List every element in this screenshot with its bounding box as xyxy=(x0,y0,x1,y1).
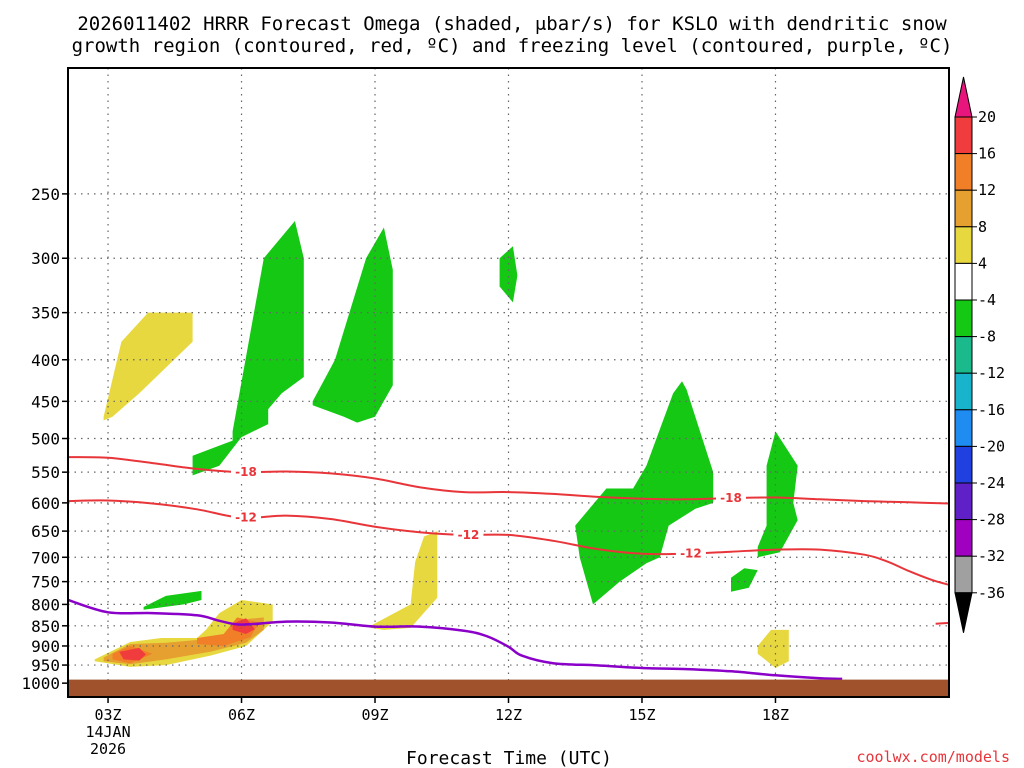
colorbar-band xyxy=(954,153,973,191)
x-tick-label: 18Z xyxy=(762,706,789,724)
y-tick-label: 550 xyxy=(31,463,60,482)
colorbar-label: 12 xyxy=(978,181,996,199)
ground-terrain xyxy=(68,679,949,697)
contour-label-bg xyxy=(453,527,484,542)
contour-label--18: -18 xyxy=(235,465,257,479)
contour-label-bg xyxy=(230,510,261,525)
omega-shaded-region-10 xyxy=(757,629,789,668)
colorbar-band xyxy=(954,226,973,264)
colorbar-label: -32 xyxy=(978,547,1005,565)
x-date-day: 14JAN xyxy=(85,723,130,741)
colorbar-band xyxy=(954,519,973,557)
x-tick-label: 06Z xyxy=(228,706,255,724)
contour-label--12: -12 xyxy=(458,528,480,542)
colorbar-label: -16 xyxy=(978,401,1005,419)
y-tick-label: 1000 xyxy=(21,674,60,693)
contour-label-bg xyxy=(230,465,261,480)
x-axis-label: Forecast Time (UTC) xyxy=(406,748,612,768)
omega-shaded-region-4 xyxy=(731,568,758,592)
colorbar-band xyxy=(954,299,973,338)
chart-title-line-2: growth region (contoured, red, ºC) and f… xyxy=(72,35,953,57)
colorbar-label: 8 xyxy=(978,218,987,236)
contour-fragment xyxy=(935,621,949,625)
colorbar-band xyxy=(954,409,973,447)
chart-title-line-1: 2026011402 HRRR Forecast Omega (shaded, … xyxy=(77,13,947,35)
y-tick-label: 800 xyxy=(31,595,60,614)
x-axis-ticks: 03Z 06Z 09Z 12Z 15Z 18Z xyxy=(94,697,789,724)
y-tick-label: 300 xyxy=(31,249,60,268)
colorbar-band xyxy=(954,336,973,374)
y-tick-label: 600 xyxy=(31,494,60,513)
colorbar: 20 16 12 8 4 -4 -8 -12 -16 -20 -24 -28 -32 -36 xyxy=(954,76,1005,633)
omega-shaded-region-1 xyxy=(312,227,393,423)
colorbar-band xyxy=(954,555,973,594)
colorbar-band xyxy=(954,116,973,155)
grid xyxy=(68,68,949,697)
y-tick-label: 850 xyxy=(31,617,60,636)
freezing-level-contours xyxy=(68,598,843,681)
colorbar-band xyxy=(954,445,973,484)
contour-label-bg xyxy=(675,546,706,561)
contour-label-bg xyxy=(715,491,746,506)
colorbar-band xyxy=(954,482,973,521)
colorbar-label: 16 xyxy=(978,145,996,163)
y-tick-label: 500 xyxy=(31,430,60,449)
y-tick-label: 450 xyxy=(31,392,60,411)
colorbar-band xyxy=(954,372,973,411)
contour-line--12 xyxy=(68,499,949,586)
colorbar-label: -28 xyxy=(978,511,1005,529)
colorbar-label: 20 xyxy=(978,108,996,126)
colorbar-label: -8 xyxy=(978,328,996,346)
y-tick-label: 400 xyxy=(31,351,60,370)
colorbar-band xyxy=(954,189,973,228)
omega-shaded-region-9 xyxy=(370,531,438,630)
snow-growth-contours: -18 -18 -12 -12 -12 xyxy=(68,456,949,625)
colorbar-label: -36 xyxy=(978,584,1005,602)
colorbar-extend-max xyxy=(954,76,973,118)
omega-shaded-region-7 xyxy=(103,312,193,421)
colorbar-label: -20 xyxy=(978,437,1005,455)
y-tick-label: 950 xyxy=(31,656,60,675)
contour-label--12: -12 xyxy=(680,547,702,561)
y-tick-label: 700 xyxy=(31,548,60,567)
x-date-year: 2026 xyxy=(90,740,126,758)
omega-shaded-region-14 xyxy=(119,647,146,661)
colorbar-label: -24 xyxy=(978,474,1005,492)
x-tick-label: 09Z xyxy=(361,706,388,724)
credit-link[interactable]: coolwx.com/models xyxy=(856,748,1010,766)
colorbar-extend-min xyxy=(954,592,973,633)
colorbar-label: 4 xyxy=(978,254,987,272)
y-tick-label: 350 xyxy=(31,304,60,323)
colorbar-label: -4 xyxy=(978,291,996,309)
omega-shaded-region-6 xyxy=(143,590,202,610)
colorbar-label: -12 xyxy=(978,364,1005,382)
omega-shaded-region-2 xyxy=(499,246,518,303)
y-tick-label: 650 xyxy=(31,522,60,541)
y-axis-ticks: 2503003504004505005506006507007508008509… xyxy=(21,185,68,693)
freezing-level-line xyxy=(68,598,843,681)
contour-label--18: -18 xyxy=(720,491,742,505)
x-tick-label: 03Z xyxy=(94,706,121,724)
contour-line--18 xyxy=(68,456,949,505)
y-tick-label: 750 xyxy=(31,573,60,592)
plot-area xyxy=(94,221,798,668)
y-tick-label: 250 xyxy=(31,185,60,204)
y-tick-label: 900 xyxy=(31,637,60,656)
omega-shaded-region-5 xyxy=(757,431,798,558)
omega-shaded-region-3 xyxy=(575,381,714,605)
omega-shaded-region-0 xyxy=(192,221,304,476)
contour-label--12: -12 xyxy=(235,511,257,525)
x-tick-label: 15Z xyxy=(628,706,655,724)
colorbar-band xyxy=(954,262,973,301)
x-tick-label: 12Z xyxy=(495,706,522,724)
plot-frame xyxy=(67,67,950,698)
